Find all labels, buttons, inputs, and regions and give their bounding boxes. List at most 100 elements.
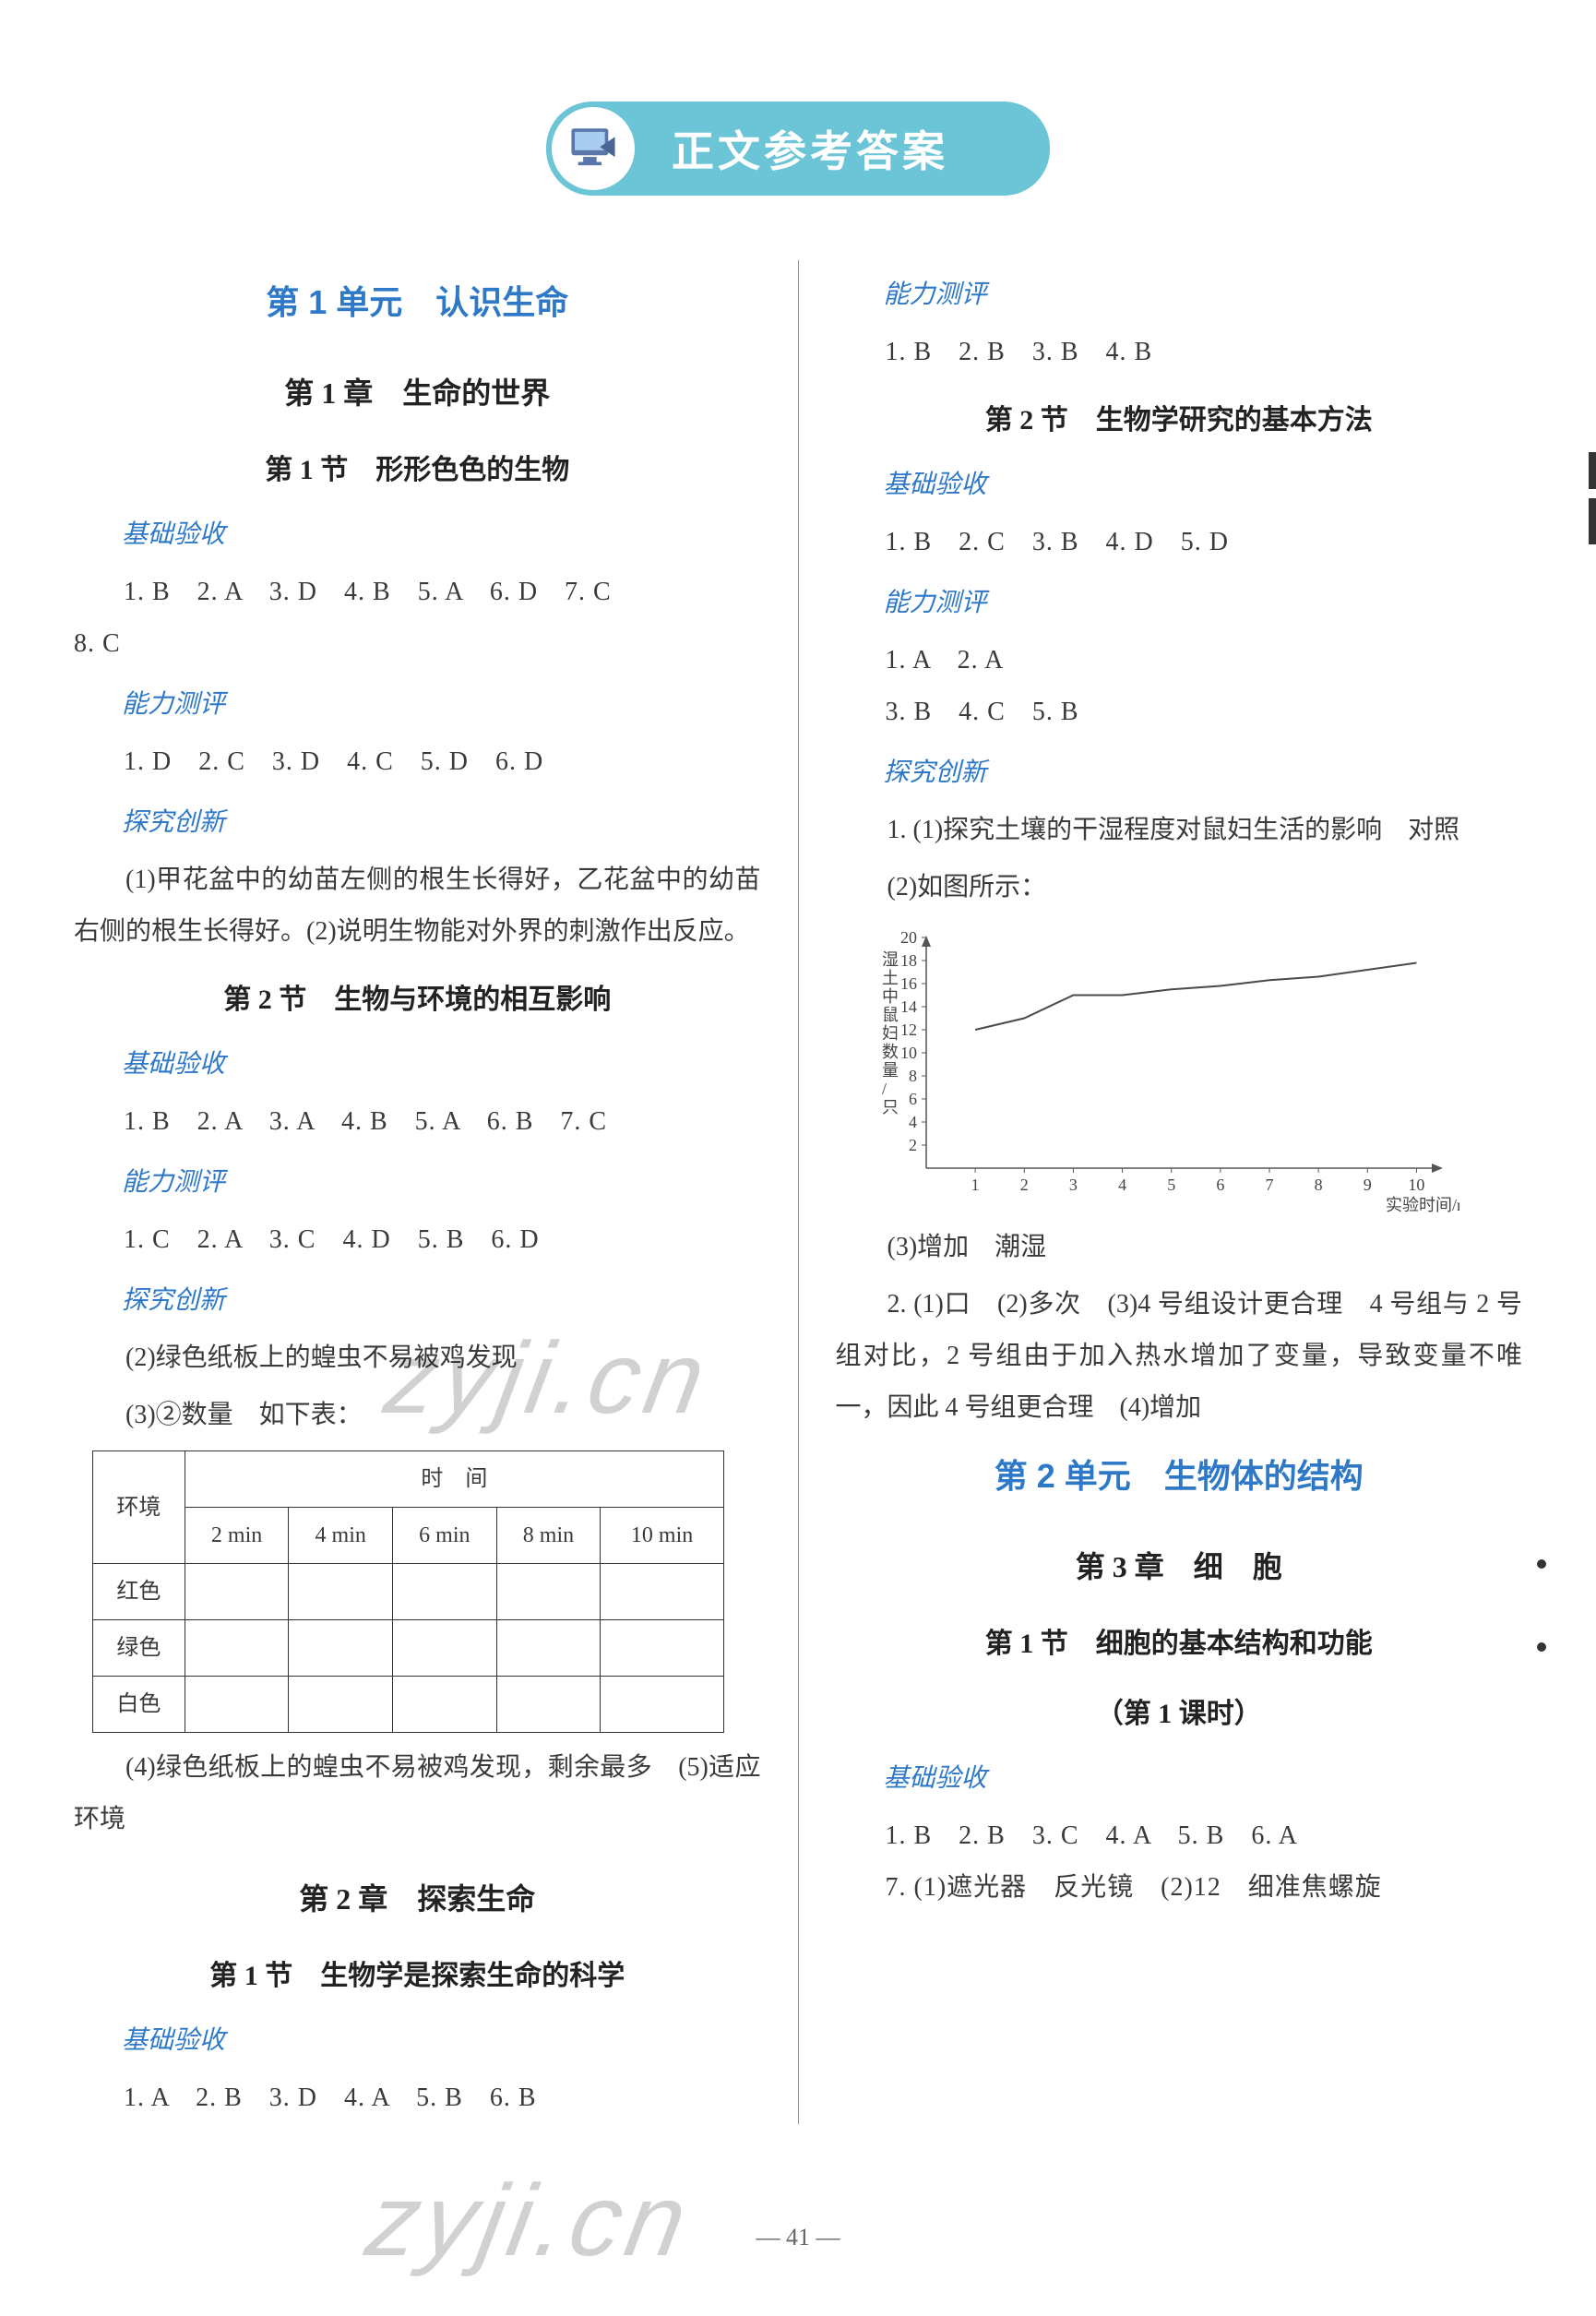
section-2-2: 第 2 节 生物学研究的基本方法 (836, 393, 1523, 448)
edge-mark (1589, 498, 1596, 544)
para: 2. (1)口 (2)多次 (3)4 号组设计更合理 4 号组与 2 号组对比，… (836, 1279, 1523, 1434)
svg-text:5: 5 (1167, 1176, 1175, 1194)
monitor-icon (552, 107, 635, 190)
svg-text:妇: 妇 (882, 1024, 899, 1043)
section-2-1: 第 1 节 生物学是探索生命的科学 (74, 1949, 761, 2004)
unit2-title: 第 2 单元 生物体的结构 (836, 1443, 1523, 1510)
section-1-1: 第 1 节 形形色色的生物 (74, 443, 761, 498)
para: 1. (1)探究土壤的干湿程度对鼠妇生活的影响 对照 (836, 805, 1523, 856)
svg-text:湿: 湿 (882, 950, 899, 969)
para: (3)增加 潮湿 (836, 1222, 1523, 1273)
answers: 1. C 2. A 3. C 4. D 5. B 6. D (124, 1214, 761, 1266)
th-time: 时 间 (185, 1451, 723, 1508)
right-column: 能力测评 1. B 2. B 3. B 4. B 第 2 节 生物学研究的基本方… (799, 260, 1523, 2124)
section-1-2: 第 2 节 生物与环境的相互影响 (74, 973, 761, 1028)
svg-text:/: / (882, 1080, 887, 1098)
svg-text:3: 3 (1068, 1176, 1077, 1194)
chapter1-title: 第 1 章 生命的世界 (74, 364, 761, 423)
label-explore: 探究创新 (122, 1275, 761, 1327)
svg-text:8: 8 (1314, 1176, 1322, 1194)
svg-text:10: 10 (1408, 1176, 1424, 1194)
section-3-1: 第 1 节 细胞的基本结构和功能 (836, 1617, 1523, 1672)
svg-text:20: 20 (900, 928, 917, 947)
answers: 7. (1)遮光器 反光镜 (2)12 细准焦螺旋 (886, 1862, 1523, 1914)
svg-text:量: 量 (882, 1061, 899, 1080)
label-capability: 能力测评 (122, 1157, 761, 1209)
para: (1)甲花盆中的幼苗左侧的根生长得好，乙花盆中的幼苗右侧的根生长得好。(2)说明… (74, 854, 761, 958)
title-banner: 正文参考答案 (546, 101, 1050, 196)
label-base: 基础验收 (122, 1039, 761, 1091)
svg-text:中: 中 (882, 987, 899, 1006)
section-3-1-sub: （第 1 课时） (836, 1687, 1523, 1742)
answers: 1. D 2. C 3. D 4. C 5. D 6. D (124, 736, 761, 788)
svg-text:2: 2 (909, 1136, 917, 1154)
answers: 1. B 2. A 3. A 4. B 5. A 6. B 7. C (124, 1096, 761, 1148)
page-number: — 41 — (756, 2224, 840, 2251)
svg-text:9: 9 (1363, 1176, 1371, 1194)
chart-svg: 246810121416182012345678910实验时间/min湿土中鼠妇… (869, 928, 1459, 1214)
svg-text:只: 只 (882, 1098, 899, 1116)
watermark: zyji.cn (359, 2162, 700, 2279)
svg-text:1: 1 (971, 1176, 979, 1194)
page: 正文参考答案 第 1 单元 认识生命 第 1 章 生命的世界 第 1 节 形形色… (0, 0, 1596, 2316)
line-chart: 246810121416182012345678910实验时间/min湿土中鼠妇… (869, 928, 1523, 1214)
answers: 1. B 2. A 3. D 4. B 5. A 6. D 7. C (124, 567, 761, 618)
svg-text:16: 16 (900, 974, 917, 993)
svg-text:8: 8 (909, 1067, 917, 1085)
svg-text:4: 4 (909, 1113, 917, 1131)
th-col: 4 min (289, 1508, 393, 1564)
answers: 1. A 2. B 3. D 4. A 5. B 6. B (124, 2072, 761, 2124)
th-col: 10 min (601, 1508, 724, 1564)
svg-text:6: 6 (909, 1090, 917, 1108)
label-capability: 能力测评 (122, 679, 761, 731)
label-capability: 能力测评 (884, 578, 1523, 629)
th-col: 6 min (393, 1508, 497, 1564)
columns: 第 1 单元 认识生命 第 1 章 生命的世界 第 1 节 形形色色的生物 基础… (74, 260, 1522, 2124)
row-label: 白色 (93, 1677, 185, 1733)
row-label: 红色 (93, 1564, 185, 1620)
label-explore: 探究创新 (122, 797, 761, 849)
para: (4)绿色纸板上的蝗虫不易被鸡发现，剩余最多 (5)适应环境 (74, 1742, 761, 1845)
answers: 1. B 2. B 3. B 4. B (886, 327, 1523, 378)
label-base: 基础验收 (884, 460, 1523, 511)
label-base: 基础验收 (122, 2015, 761, 2067)
dot (1537, 1559, 1546, 1569)
answers: 3. B 4. C 5. B (886, 686, 1523, 738)
answers: 8. C (74, 618, 761, 670)
row-label: 绿色 (93, 1620, 185, 1677)
chapter3-title: 第 3 章 细 胞 (836, 1537, 1523, 1596)
chapter2-title: 第 2 章 探索生命 (74, 1869, 761, 1928)
label-base: 基础验收 (884, 1753, 1523, 1805)
svg-text:实验时间/min: 实验时间/min (1386, 1196, 1459, 1214)
para: (2)如图所示： (836, 862, 1523, 913)
left-column: 第 1 单元 认识生命 第 1 章 生命的世界 第 1 节 形形色色的生物 基础… (74, 260, 799, 2124)
th-col: 2 min (185, 1508, 289, 1564)
para: (2)绿色纸板上的蝗虫不易被鸡发现 (74, 1332, 761, 1384)
th-col: 8 min (496, 1508, 601, 1564)
svg-text:14: 14 (900, 997, 917, 1016)
svg-text:6: 6 (1216, 1176, 1224, 1194)
svg-text:2: 2 (1019, 1176, 1028, 1194)
answers: 1. A 2. A (886, 635, 1523, 686)
svg-text:12: 12 (900, 1021, 917, 1039)
answers: 1. B 2. C 3. B 4. D 5. D (886, 517, 1523, 568)
para: (3)②数量 如下表： (74, 1390, 761, 1441)
banner-title: 正文参考答案 (672, 118, 948, 179)
label-base: 基础验收 (122, 509, 761, 561)
label-explore: 探究创新 (884, 747, 1523, 799)
label-capability: 能力测评 (884, 269, 1523, 321)
svg-text:7: 7 (1265, 1176, 1273, 1194)
svg-text:4: 4 (1118, 1176, 1126, 1194)
svg-text:数: 数 (882, 1043, 899, 1061)
unit1-title: 第 1 单元 认识生命 (74, 269, 761, 336)
answers: 1. B 2. B 3. C 4. A 5. B 6. A (886, 1810, 1523, 1862)
svg-text:土: 土 (882, 969, 899, 987)
environment-table: 环境 时 间 2 min 4 min 6 min 8 min 10 min 红色… (92, 1450, 724, 1733)
edge-mark (1589, 452, 1596, 489)
svg-text:18: 18 (900, 951, 917, 970)
svg-text:10: 10 (900, 1044, 917, 1062)
banner-wrap: 正文参考答案 (74, 101, 1522, 196)
svg-text:鼠: 鼠 (882, 1006, 899, 1024)
th-env: 环境 (93, 1451, 185, 1564)
dot (1537, 1642, 1546, 1652)
